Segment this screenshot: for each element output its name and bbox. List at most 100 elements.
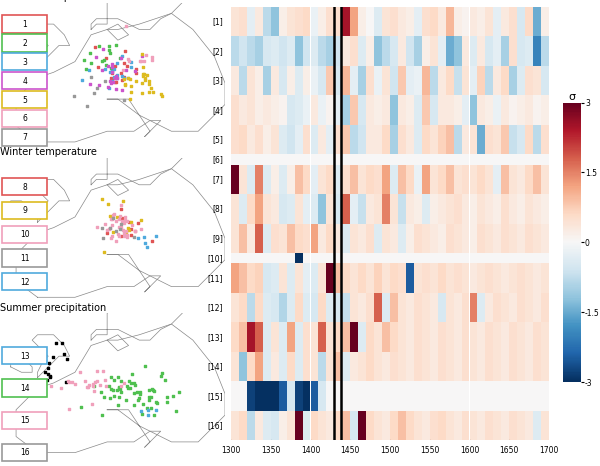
- Bar: [454, 322, 461, 352]
- Bar: [295, 263, 302, 293]
- Bar: [263, 125, 271, 154]
- FancyBboxPatch shape: [2, 53, 47, 70]
- Point: [98, 235, 107, 242]
- Bar: [533, 125, 541, 154]
- Bar: [406, 66, 414, 96]
- Bar: [287, 224, 295, 253]
- Point: [148, 385, 157, 393]
- Point: [127, 370, 136, 378]
- Bar: [295, 381, 302, 411]
- Bar: [406, 125, 414, 154]
- Bar: [247, 36, 255, 66]
- Bar: [406, 381, 414, 411]
- Point: [120, 80, 130, 88]
- Bar: [326, 224, 334, 253]
- Point: [100, 248, 109, 255]
- Bar: [438, 154, 446, 164]
- Point: [152, 406, 161, 414]
- Bar: [438, 7, 446, 36]
- Bar: [295, 224, 302, 253]
- Bar: [311, 352, 319, 381]
- Bar: [478, 7, 485, 36]
- Point: [143, 411, 153, 418]
- Bar: [517, 322, 525, 352]
- Bar: [493, 36, 502, 66]
- Bar: [541, 224, 549, 253]
- Bar: [319, 352, 326, 381]
- Bar: [430, 96, 438, 125]
- FancyBboxPatch shape: [2, 444, 47, 461]
- Text: 16: 16: [20, 448, 29, 457]
- Bar: [374, 194, 382, 224]
- Point: [126, 58, 136, 66]
- Bar: [231, 164, 239, 194]
- Text: 12: 12: [20, 278, 29, 287]
- Text: [15]: [15]: [208, 391, 223, 401]
- Bar: [398, 36, 406, 66]
- Text: 1600: 1600: [460, 445, 479, 455]
- Bar: [295, 154, 302, 164]
- Bar: [295, 293, 302, 322]
- Point: [92, 367, 101, 375]
- Bar: [247, 7, 255, 36]
- Bar: [374, 164, 382, 194]
- Text: 1700: 1700: [539, 445, 559, 455]
- Bar: [517, 154, 525, 164]
- Bar: [422, 66, 430, 96]
- Point: [131, 227, 140, 235]
- Bar: [319, 194, 326, 224]
- Text: 4: 4: [22, 76, 27, 86]
- Bar: [311, 293, 319, 322]
- Point: [109, 386, 118, 394]
- Bar: [533, 194, 541, 224]
- Text: 1: 1: [22, 20, 27, 29]
- Bar: [350, 36, 358, 66]
- Bar: [342, 154, 350, 164]
- Point: [109, 73, 118, 80]
- Bar: [541, 263, 549, 293]
- Bar: [485, 164, 493, 194]
- Bar: [319, 7, 326, 36]
- Bar: [311, 164, 319, 194]
- Point: [137, 52, 146, 60]
- Bar: [414, 293, 422, 322]
- Bar: [342, 352, 350, 381]
- Bar: [390, 381, 398, 411]
- Bar: [279, 66, 287, 96]
- Bar: [485, 322, 493, 352]
- Bar: [279, 352, 287, 381]
- Bar: [493, 293, 502, 322]
- Bar: [470, 293, 478, 322]
- Bar: [509, 224, 517, 253]
- Bar: [263, 352, 271, 381]
- Bar: [454, 164, 461, 194]
- Bar: [422, 293, 430, 322]
- Bar: [295, 253, 302, 263]
- Bar: [525, 322, 533, 352]
- Point: [101, 55, 111, 62]
- Point: [106, 79, 115, 87]
- Bar: [382, 7, 390, 36]
- Bar: [502, 381, 509, 411]
- Bar: [231, 352, 239, 381]
- Text: 5: 5: [22, 96, 27, 104]
- Bar: [502, 125, 509, 154]
- Bar: [382, 96, 390, 125]
- Point: [106, 224, 115, 232]
- Bar: [422, 411, 430, 440]
- Point: [110, 78, 120, 86]
- Bar: [342, 125, 350, 154]
- Bar: [247, 322, 255, 352]
- Bar: [485, 381, 493, 411]
- Bar: [366, 36, 374, 66]
- Bar: [311, 66, 319, 96]
- Bar: [334, 411, 343, 440]
- Point: [126, 89, 136, 96]
- Bar: [414, 263, 422, 293]
- Point: [111, 72, 121, 80]
- Bar: [302, 253, 311, 263]
- Bar: [311, 411, 319, 440]
- Point: [121, 22, 131, 29]
- Bar: [326, 7, 334, 36]
- Bar: [255, 381, 263, 411]
